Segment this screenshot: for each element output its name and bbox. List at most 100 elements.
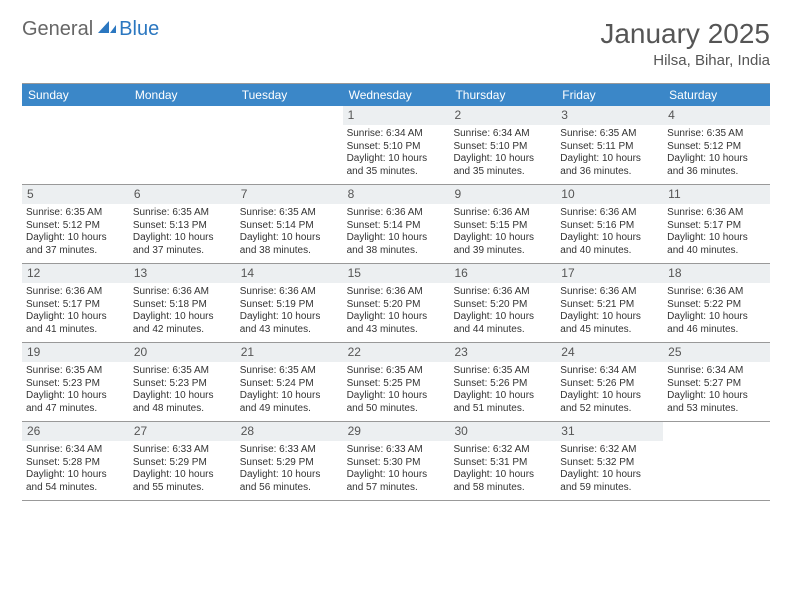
daylight-line: Daylight: 10 hours and 36 minutes.	[667, 153, 766, 178]
daylight-line: Daylight: 10 hours and 48 minutes.	[133, 390, 232, 415]
sunset-line: Sunset: 5:17 PM	[667, 220, 766, 233]
weekday-header: Thursday	[449, 84, 556, 106]
day-cell: 24Sunrise: 6:34 AMSunset: 5:26 PMDayligh…	[556, 343, 663, 421]
day-details: Sunrise: 6:36 AMSunset: 5:20 PMDaylight:…	[453, 286, 552, 336]
sunrise-line: Sunrise: 6:33 AM	[240, 444, 339, 457]
logo-sail-icon	[97, 20, 117, 34]
day-number: 3	[556, 106, 663, 125]
sunrise-line: Sunrise: 6:36 AM	[347, 207, 446, 220]
daylight-line: Daylight: 10 hours and 45 minutes.	[560, 311, 659, 336]
sunset-line: Sunset: 5:14 PM	[240, 220, 339, 233]
sunset-line: Sunset: 5:24 PM	[240, 378, 339, 391]
day-number: 10	[556, 185, 663, 204]
day-cell: 4Sunrise: 6:35 AMSunset: 5:12 PMDaylight…	[663, 106, 770, 184]
sunrise-line: Sunrise: 6:36 AM	[133, 286, 232, 299]
daylight-line: Daylight: 10 hours and 52 minutes.	[560, 390, 659, 415]
sunrise-line: Sunrise: 6:36 AM	[347, 286, 446, 299]
sunset-line: Sunset: 5:14 PM	[347, 220, 446, 233]
empty-cell	[129, 106, 236, 184]
day-details: Sunrise: 6:35 AMSunset: 5:25 PMDaylight:…	[347, 365, 446, 415]
day-cell: 23Sunrise: 6:35 AMSunset: 5:26 PMDayligh…	[449, 343, 556, 421]
sunrise-line: Sunrise: 6:36 AM	[667, 286, 766, 299]
weekday-header: Friday	[556, 84, 663, 106]
weekday-header: Wednesday	[343, 84, 450, 106]
day-details: Sunrise: 6:35 AMSunset: 5:26 PMDaylight:…	[453, 365, 552, 415]
day-cell: 20Sunrise: 6:35 AMSunset: 5:23 PMDayligh…	[129, 343, 236, 421]
daylight-line: Daylight: 10 hours and 46 minutes.	[667, 311, 766, 336]
day-details: Sunrise: 6:35 AMSunset: 5:24 PMDaylight:…	[240, 365, 339, 415]
day-cell: 16Sunrise: 6:36 AMSunset: 5:20 PMDayligh…	[449, 264, 556, 342]
day-number: 26	[22, 422, 129, 441]
day-details: Sunrise: 6:36 AMSunset: 5:22 PMDaylight:…	[667, 286, 766, 336]
daylight-line: Daylight: 10 hours and 58 minutes.	[453, 469, 552, 494]
sunrise-line: Sunrise: 6:33 AM	[347, 444, 446, 457]
location-subtitle: Hilsa, Bihar, India	[600, 52, 770, 69]
daylight-line: Daylight: 10 hours and 43 minutes.	[240, 311, 339, 336]
day-number: 9	[449, 185, 556, 204]
day-details: Sunrise: 6:35 AMSunset: 5:13 PMDaylight:…	[133, 207, 232, 257]
day-cell: 5Sunrise: 6:35 AMSunset: 5:12 PMDaylight…	[22, 185, 129, 263]
sunrise-line: Sunrise: 6:32 AM	[453, 444, 552, 457]
day-details: Sunrise: 6:35 AMSunset: 5:14 PMDaylight:…	[240, 207, 339, 257]
daylight-line: Daylight: 10 hours and 35 minutes.	[347, 153, 446, 178]
day-cell: 21Sunrise: 6:35 AMSunset: 5:24 PMDayligh…	[236, 343, 343, 421]
day-number: 30	[449, 422, 556, 441]
page-title: January 2025	[600, 18, 770, 50]
daylight-line: Daylight: 10 hours and 37 minutes.	[26, 232, 125, 257]
day-details: Sunrise: 6:36 AMSunset: 5:19 PMDaylight:…	[240, 286, 339, 336]
sunset-line: Sunset: 5:27 PM	[667, 378, 766, 391]
day-cell: 27Sunrise: 6:33 AMSunset: 5:29 PMDayligh…	[129, 422, 236, 500]
day-cell: 6 Sunrise: 6:35 AMSunset: 5:13 PMDaylight…	[129, 185, 236, 263]
day-number: 6	[129, 185, 236, 204]
sunrise-line: Sunrise: 6:35 AM	[133, 207, 232, 220]
sunset-line: Sunset: 5:31 PM	[453, 457, 552, 470]
day-number: 25	[663, 343, 770, 362]
day-cell: 2Sunrise: 6:34 AMSunset: 5:10 PMDaylight…	[449, 106, 556, 184]
day-number: 28	[236, 422, 343, 441]
day-cell: 11Sunrise: 6:36 AMSunset: 5:17 PMDayligh…	[663, 185, 770, 263]
sunset-line: Sunset: 5:29 PM	[240, 457, 339, 470]
daylight-line: Daylight: 10 hours and 40 minutes.	[667, 232, 766, 257]
sunset-line: Sunset: 5:23 PM	[133, 378, 232, 391]
day-cell: 25Sunrise: 6:34 AMSunset: 5:27 PMDayligh…	[663, 343, 770, 421]
logo: General Blue	[22, 18, 159, 41]
weekday-header: Saturday	[663, 84, 770, 106]
sunrise-line: Sunrise: 6:35 AM	[26, 365, 125, 378]
day-cell: 3Sunrise: 6:35 AMSunset: 5:11 PMDaylight…	[556, 106, 663, 184]
day-details: Sunrise: 6:36 AMSunset: 5:14 PMDaylight:…	[347, 207, 446, 257]
day-cell: 19Sunrise: 6:35 AMSunset: 5:23 PMDayligh…	[22, 343, 129, 421]
sunrise-line: Sunrise: 6:36 AM	[667, 207, 766, 220]
day-cell: 12Sunrise: 6:36 AMSunset: 5:17 PMDayligh…	[22, 264, 129, 342]
day-details: Sunrise: 6:34 AMSunset: 5:28 PMDaylight:…	[26, 444, 125, 494]
day-cell: 10Sunrise: 6:36 AMSunset: 5:16 PMDayligh…	[556, 185, 663, 263]
day-cell: 7Sunrise: 6:35 AMSunset: 5:14 PMDaylight…	[236, 185, 343, 263]
sunrise-line: Sunrise: 6:36 AM	[453, 286, 552, 299]
sunset-line: Sunset: 5:20 PM	[347, 299, 446, 312]
sunrise-line: Sunrise: 6:36 AM	[560, 207, 659, 220]
sunrise-line: Sunrise: 6:36 AM	[26, 286, 125, 299]
sunrise-line: Sunrise: 6:35 AM	[560, 128, 659, 141]
sunrise-line: Sunrise: 6:34 AM	[26, 444, 125, 457]
sunrise-line: Sunrise: 6:35 AM	[240, 365, 339, 378]
daylight-line: Daylight: 10 hours and 41 minutes.	[26, 311, 125, 336]
sunrise-line: Sunrise: 6:34 AM	[453, 128, 552, 141]
sunrise-line: Sunrise: 6:32 AM	[560, 444, 659, 457]
week-row: 26 Sunrise: 6:34 AMSunset: 5:28 PMDayligh…	[22, 422, 770, 501]
day-details: Sunrise: 6:34 AMSunset: 5:10 PMDaylight:…	[453, 128, 552, 178]
day-cell: 30 Sunrise: 6:32 AMSunset: 5:31 PMDayligh…	[449, 422, 556, 500]
sunset-line: Sunset: 5:20 PM	[453, 299, 552, 312]
sunrise-line: Sunrise: 6:34 AM	[347, 128, 446, 141]
day-cell: 8Sunrise: 6:36 AMSunset: 5:14 PMDaylight…	[343, 185, 450, 263]
sunrise-line: Sunrise: 6:33 AM	[133, 444, 232, 457]
sunset-line: Sunset: 5:12 PM	[26, 220, 125, 233]
sunrise-line: Sunrise: 6:35 AM	[133, 365, 232, 378]
day-number: 24	[556, 343, 663, 362]
day-details: Sunrise: 6:35 AMSunset: 5:12 PMDaylight:…	[26, 207, 125, 257]
day-cell: 31Sunrise: 6:32 AMSunset: 5:32 PMDayligh…	[556, 422, 663, 500]
sunrise-line: Sunrise: 6:36 AM	[453, 207, 552, 220]
sunset-line: Sunset: 5:32 PM	[560, 457, 659, 470]
sunset-line: Sunset: 5:16 PM	[560, 220, 659, 233]
sunrise-line: Sunrise: 6:35 AM	[453, 365, 552, 378]
week-row: 5Sunrise: 6:35 AMSunset: 5:12 PMDaylight…	[22, 185, 770, 264]
day-cell: 22Sunrise: 6:35 AMSunset: 5:25 PMDayligh…	[343, 343, 450, 421]
